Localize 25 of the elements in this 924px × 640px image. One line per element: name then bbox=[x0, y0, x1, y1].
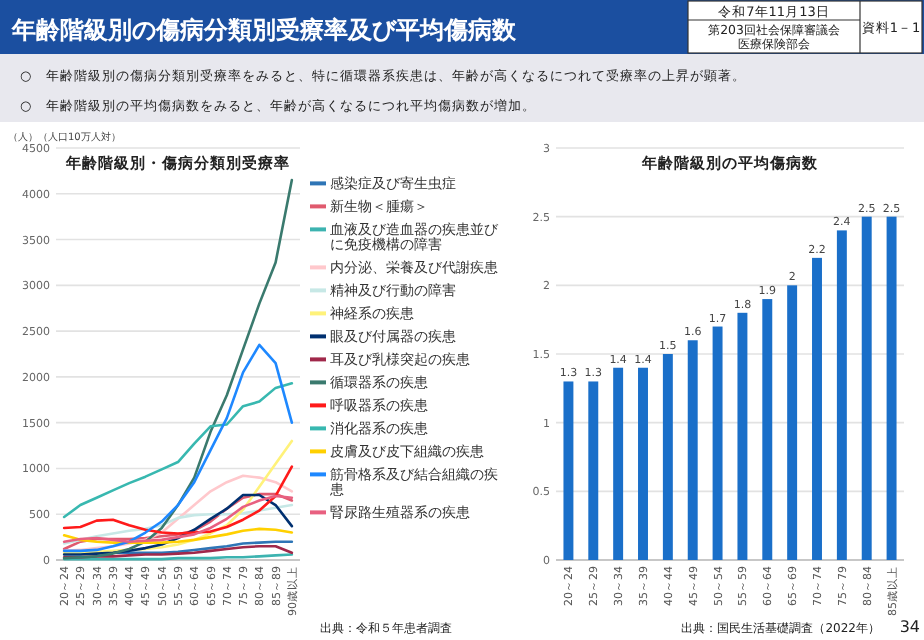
bar bbox=[836, 230, 847, 560]
line-series bbox=[62, 474, 294, 553]
bar bbox=[861, 216, 872, 560]
bar bbox=[613, 367, 624, 560]
line-series bbox=[62, 343, 294, 553]
bar bbox=[787, 285, 798, 560]
line-series bbox=[62, 503, 294, 545]
line-series bbox=[62, 527, 294, 544]
bar bbox=[662, 354, 673, 560]
bar bbox=[737, 312, 748, 560]
bar bbox=[762, 299, 773, 560]
text: 年齢階級別の傷病分類別受療率及び平均傷病数 bbox=[10, 16, 518, 44]
bar bbox=[687, 340, 698, 560]
text: 34 bbox=[899, 618, 920, 636]
line-series bbox=[62, 382, 294, 519]
bar bbox=[812, 257, 822, 560]
bar bbox=[588, 381, 599, 560]
line-series bbox=[62, 465, 294, 535]
bar bbox=[638, 367, 648, 560]
bar bbox=[563, 381, 574, 560]
bar bbox=[886, 216, 897, 560]
line-series bbox=[62, 439, 294, 554]
bar bbox=[712, 326, 723, 560]
line-series bbox=[62, 494, 294, 543]
line-series bbox=[62, 178, 294, 560]
